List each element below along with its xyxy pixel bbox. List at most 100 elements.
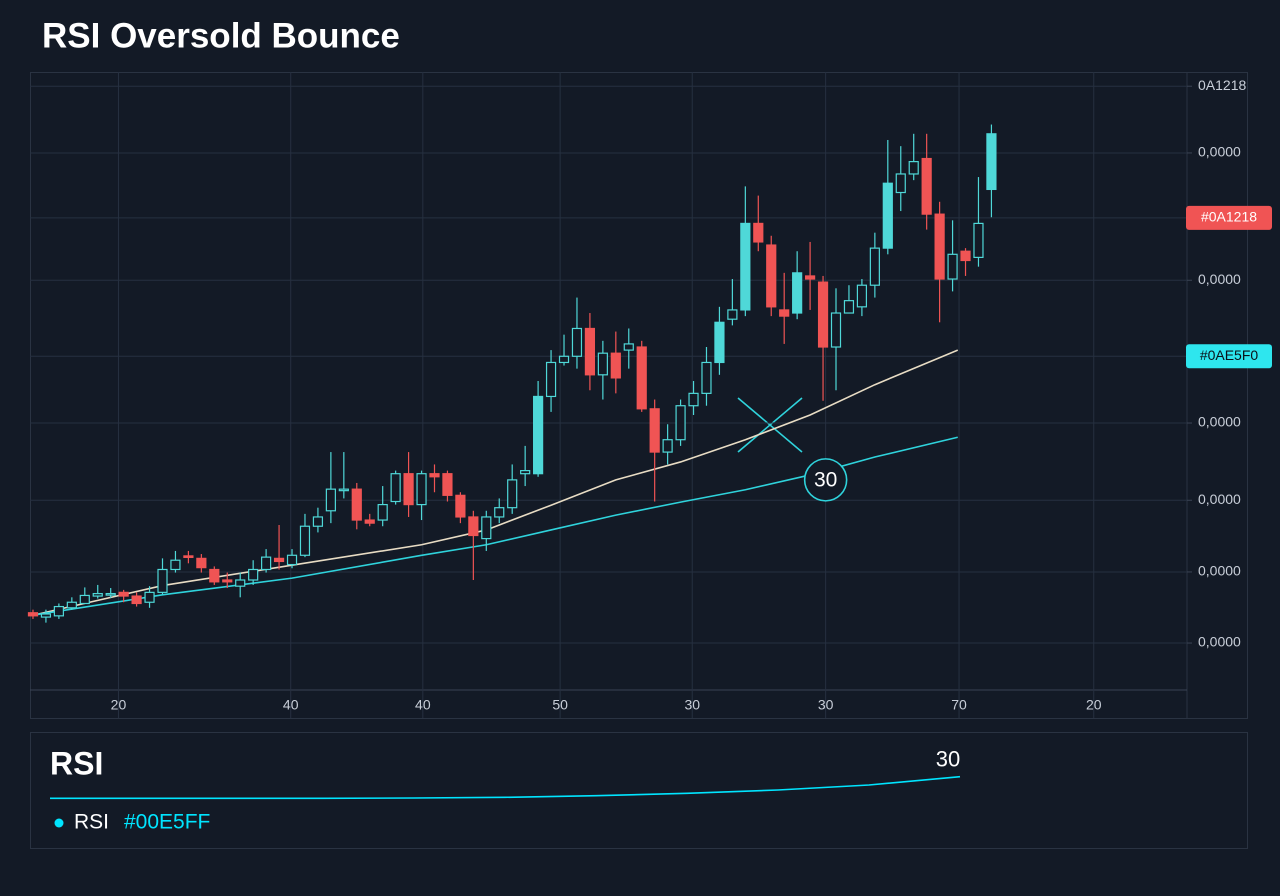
y-tick-label: 0,0000 (1198, 414, 1241, 430)
candle-body (856, 284, 868, 308)
y-tick-label: 0A1218 (1198, 77, 1246, 93)
price-tag-label: #0A1218 (1201, 209, 1257, 225)
candle-body (377, 504, 388, 521)
candle-body (766, 244, 777, 308)
candle-body (895, 173, 906, 194)
candle-body (882, 182, 893, 249)
x-tick-label: 70 (951, 697, 967, 713)
legend-name: RSI (74, 811, 109, 834)
candle-body (235, 579, 246, 587)
candle-body (507, 479, 518, 509)
candle-body (118, 591, 129, 597)
candle-body (325, 488, 336, 512)
plot-frame (30, 72, 1248, 719)
candle-body (520, 470, 531, 475)
cross-stroke (737, 397, 803, 453)
candle-body (442, 473, 453, 496)
crossover-marker (737, 397, 803, 453)
candle-body (248, 568, 259, 581)
price-tag-label: #0AE5F0 (1200, 347, 1259, 363)
candle-body (830, 312, 842, 348)
annotation-label: 30 (814, 468, 837, 491)
candle-body (688, 392, 699, 407)
candle-body (261, 556, 272, 571)
candle-body (986, 133, 997, 191)
candle-body (649, 408, 660, 453)
candle-body (403, 473, 414, 506)
candle-body (351, 488, 362, 521)
candle-body (481, 516, 492, 540)
candle-body (753, 222, 764, 243)
y-tick-label: 0,0000 (1198, 491, 1241, 507)
candle-body (170, 559, 181, 571)
candle-body (494, 507, 505, 518)
candle-body (66, 601, 77, 609)
candle-body (662, 439, 673, 453)
y-tick-label: 0,0000 (1198, 563, 1241, 579)
candle-body (947, 253, 958, 280)
candle-body (455, 494, 466, 518)
candle-body (571, 327, 583, 357)
candle-body (908, 161, 919, 175)
candle-body (610, 352, 621, 379)
candle-body (390, 473, 401, 503)
candle-body (105, 592, 116, 596)
candle-body (40, 613, 52, 618)
candle-body (53, 605, 64, 617)
rsi-title: RSI (50, 745, 103, 781)
candle-body (312, 516, 324, 527)
annotation-circle (803, 458, 848, 502)
candle-body (597, 352, 608, 376)
x-tick-label: 30 (818, 697, 834, 713)
legend-color: #00E5FF (124, 811, 210, 834)
candle-body (584, 327, 596, 376)
x-tick-label: 20 (111, 697, 127, 713)
candle-body (869, 247, 880, 286)
price-tag (1186, 344, 1272, 369)
candle-body (222, 579, 233, 583)
x-tick-label: 30 (684, 697, 700, 713)
candle-body (545, 361, 557, 398)
candle-body (79, 594, 90, 605)
candle-body (558, 355, 570, 364)
candle-body (817, 281, 829, 348)
candle-body (27, 612, 39, 617)
rsi-line (50, 775, 961, 800)
x-tick-label: 40 (283, 697, 299, 713)
x-tick-label: 40 (415, 697, 431, 713)
candle-body (934, 213, 945, 280)
candle-body (209, 568, 220, 583)
candle-body (273, 557, 285, 563)
x-tick-label: 50 (552, 697, 568, 713)
candle-body (960, 250, 971, 262)
candle-body (468, 516, 479, 537)
candle-body (636, 346, 647, 410)
price-tag (1186, 205, 1272, 230)
candle-body (779, 309, 790, 317)
candle-body (792, 272, 803, 314)
candle-body (714, 321, 725, 364)
candle-body (299, 525, 311, 556)
candle-body (623, 343, 634, 351)
plot-layer: 0A1218 0,0000 0,0000 0,0000 0,0000 0,0000 0,00… (27, 72, 1272, 834)
candle-body (144, 591, 155, 603)
y-tick-label: 0,0000 (1198, 271, 1241, 287)
candle-body (196, 557, 207, 569)
candle-body (338, 488, 349, 492)
candle-body (740, 222, 751, 311)
candle-body (533, 395, 544, 475)
candle-body (843, 300, 855, 314)
candle-body (286, 554, 298, 566)
chart-title: RSI Oversold Bounce (42, 16, 400, 55)
candle-body (429, 473, 440, 478)
candle-body (364, 519, 375, 524)
legend-marker (54, 818, 64, 828)
candle-body (183, 555, 194, 558)
x-tick-label: 20 (1086, 697, 1102, 713)
y-tick-label: 0,0000 (1198, 144, 1241, 160)
y-tick-label: 0,0000 (1198, 634, 1241, 650)
candle-body (675, 405, 686, 441)
